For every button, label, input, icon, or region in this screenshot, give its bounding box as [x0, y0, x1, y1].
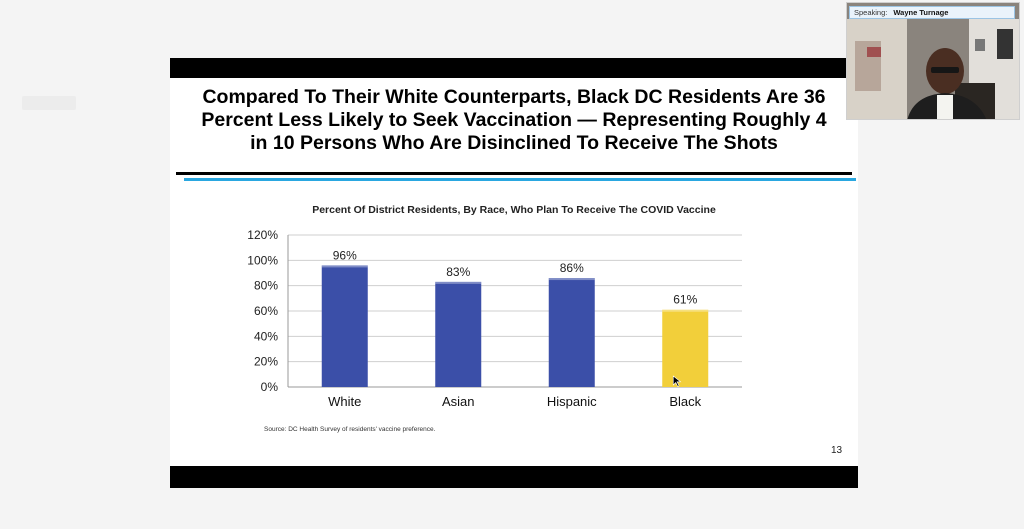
- speaking-label: Speaking:: [854, 8, 888, 17]
- presentation-slide: Compared To Their White Counterparts, Bl…: [170, 58, 858, 488]
- speaker-name: Wayne Turnage: [893, 8, 949, 17]
- x-category-label: White: [328, 394, 361, 409]
- headline-line-3: in 10 Persons Who Are Disinclined To Rec…: [250, 132, 778, 154]
- bar-highlight: [662, 309, 709, 312]
- background-smudge: [22, 96, 76, 110]
- slide-headline: Compared To Their White Counterparts, Bl…: [170, 86, 858, 155]
- bar-highlight: [321, 265, 368, 268]
- bar-highlight: [435, 281, 482, 284]
- bar-value-label: 96%: [333, 248, 357, 262]
- y-tick-label: 80%: [254, 279, 278, 293]
- bar-value-label: 86%: [560, 261, 584, 275]
- bar-hispanic: [548, 278, 595, 387]
- headline-divider: [176, 172, 852, 175]
- page-number: 13: [831, 445, 843, 456]
- x-category-label: Asian: [442, 394, 475, 409]
- slide-bottom-bar: [170, 466, 858, 488]
- bar-chart: 0% 20% 40% 60% 80% 100% 120% 96% White 83% Asian 86…: [247, 228, 742, 409]
- headline-line-1: Compared To Their White Counterparts, Bl…: [202, 86, 826, 108]
- chart-title: Percent Of District Residents, By Race, …: [312, 204, 716, 216]
- y-tick-label: 20%: [254, 355, 278, 369]
- source-note: Source: DC Health Survey of residents' v…: [264, 426, 436, 433]
- accent-divider: [184, 178, 856, 181]
- y-tick-label: 120%: [247, 228, 278, 242]
- speaker-video-panel[interactable]: Speaking: Wayne Turnage: [846, 2, 1020, 120]
- bar-asian: [435, 281, 482, 387]
- bar-black: [662, 309, 709, 387]
- bar-highlight: [548, 278, 595, 281]
- y-tick-label: 60%: [254, 304, 278, 318]
- speaking-indicator: Speaking: Wayne Turnage: [849, 6, 1015, 19]
- mouse-cursor-icon: [672, 375, 682, 387]
- y-tick-label: 0%: [261, 380, 279, 394]
- slide-top-bar: [170, 58, 858, 78]
- x-category-label: Hispanic: [547, 394, 597, 409]
- speaker-video-icon: [847, 3, 1019, 119]
- y-tick-label: 40%: [254, 329, 278, 343]
- headline-line-2: Percent Less Likely to Seek Vaccination …: [201, 109, 827, 131]
- x-category-label: Black: [669, 394, 701, 409]
- bar-value-label: 83%: [446, 265, 470, 279]
- y-tick-label: 100%: [247, 253, 278, 267]
- bar-white: [321, 265, 368, 387]
- bar-value-label: 61%: [673, 293, 697, 307]
